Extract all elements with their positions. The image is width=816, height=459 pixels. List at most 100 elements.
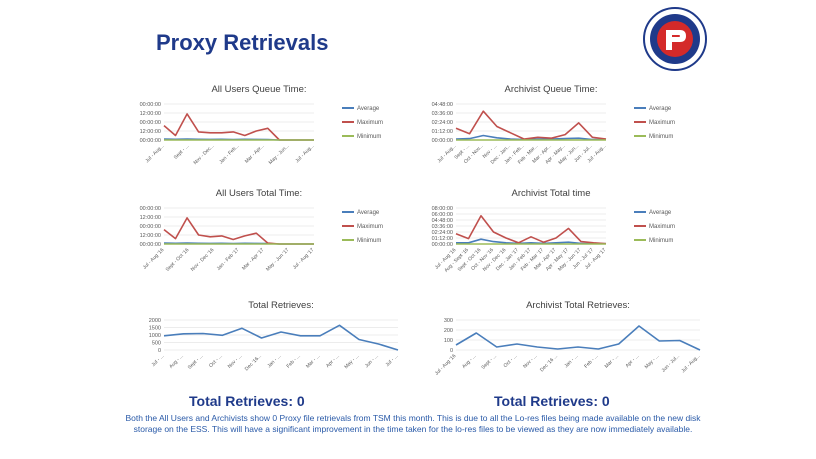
x-tick-label: Sept - Oct '16 <box>165 247 191 273</box>
y-tick-label: 200 <box>444 328 453 334</box>
x-tick-label: May - Jun... <box>268 143 291 166</box>
x-tick-label: Jul - Aug... <box>436 143 457 164</box>
x-tick-label: Nov - Dec '16 <box>190 247 216 273</box>
y-tick-label: 300 <box>444 318 453 324</box>
legend-label: Maximum <box>357 120 383 126</box>
summary-left: Total Retrieves: 0 <box>189 393 305 409</box>
x-tick-label: Aug - ... <box>461 353 478 370</box>
chart-svg: Archivist Total time 00:00:0001:12:0002:2… <box>432 188 675 274</box>
y-tick-label: 03:36:00 <box>432 111 453 117</box>
note-text: Both the All Users and Archivists show 0… <box>125 413 701 434</box>
x-tick-label: Jan - Feb '17 <box>216 247 241 272</box>
legend-label: Minimum <box>649 238 673 244</box>
x-tick-label: May - Jun '17 <box>265 247 291 273</box>
legend-label: Minimum <box>649 134 673 140</box>
series-line-maximum <box>455 214 607 245</box>
legend-label: Maximum <box>649 120 675 126</box>
y-tick-label: 2000 <box>149 318 161 324</box>
chart-title: Archivist Queue Time: <box>505 84 598 95</box>
y-tick-label: 0 <box>450 348 453 354</box>
series-line-maximum <box>163 217 314 245</box>
x-tick-label: Jul - Aug... <box>294 143 315 164</box>
chart-archivist-total: Archivist Total time 00:00:00 01:12:00 02:2… <box>410 186 710 286</box>
x-tick-label: Mar - Apr... <box>244 143 266 165</box>
x-tick-label: Jul - Aug... <box>680 353 701 374</box>
y-tick-label: 04:48:00 <box>432 102 453 108</box>
x-tick-label: Mar - ... <box>305 353 321 369</box>
x-tick-label: Sept - ... <box>480 353 498 371</box>
legend-label: Average <box>649 106 672 112</box>
x-tick-label: Mar - ... <box>604 353 620 369</box>
y-tick-label: 00:00:00 <box>140 120 161 126</box>
x-tick-label: Oct - ... <box>208 353 224 369</box>
page-title: Proxy Retrievals <box>156 30 329 55</box>
x-tick-label: Jul - Aug '16 <box>434 353 458 377</box>
legend-label: Average <box>357 106 380 112</box>
y-tick-label: 03:36:00 <box>432 224 453 230</box>
y-tick-label: 00:00:00 <box>140 206 161 212</box>
y-tick-label: 00:00:00 <box>432 242 453 248</box>
y-tick-label: 00:00:00 <box>140 224 161 230</box>
chart-svg: All Users Total Time: 00:00:00 12:00:00 00:… <box>140 188 383 273</box>
y-tick-label: 00:00:00 <box>432 138 453 144</box>
chart-all-users-total: All Users Total Time: 00:00:00 12:00:00 00:… <box>118 186 408 286</box>
x-tick-label: Apr - ... <box>325 353 341 369</box>
x-tick-label: Jul - ... <box>151 353 166 368</box>
y-tick-label: 02:24:00 <box>432 230 453 236</box>
y-tick-label: 0 <box>158 348 161 354</box>
y-tick-label: 01:12:00 <box>432 129 453 135</box>
y-tick-label: 00:00:00 <box>140 242 161 248</box>
x-tick-label: Mar - Apr '17 <box>241 247 266 272</box>
y-tick-label: 12:00:00 <box>140 233 161 239</box>
logo <box>642 6 708 72</box>
y-tick-label: 12:00:00 <box>140 111 161 117</box>
x-tick-label: Nov - Dec... <box>192 143 215 166</box>
x-tick-label: Oct - ... <box>503 353 519 369</box>
y-tick-label: 1000 <box>149 333 161 339</box>
x-tick-label: Dec '16... <box>244 353 263 372</box>
y-tick-label: 06:00:00 <box>432 212 453 218</box>
chart-svg: All Users Queue Time: 00:00:00 12:00:00 00:… <box>140 84 383 166</box>
series-line-maximum <box>455 110 607 140</box>
chart-title: Total Retrieves: <box>248 300 313 311</box>
chart-svg: Archivist Queue Time: 00:00:00 01:12:00 02:… <box>432 84 675 166</box>
chart-title: Archivist Total Retrieves: <box>526 300 630 311</box>
chart-title: All Users Queue Time: <box>211 84 306 95</box>
x-tick-label: May - ... <box>343 353 360 370</box>
chart-archivist-queue: Archivist Queue Time: 00:00:00 01:12:00 02:… <box>410 82 710 182</box>
chart-archivist-total-retrieves: Archivist Total Retrieves: 0 100 200 300 Jul … <box>410 298 710 390</box>
y-tick-label: 500 <box>152 341 161 347</box>
series-line-maximum <box>163 113 314 141</box>
x-tick-label: Jul - ... <box>385 353 400 368</box>
legend-label: Minimum <box>357 134 381 140</box>
y-tick-label: 12:00:00 <box>140 215 161 221</box>
chart-svg: Archivist Total Retrieves: 0 100 200 300 Jul … <box>434 300 702 377</box>
x-tick-label: Nov - ... <box>227 353 244 370</box>
x-tick-label: Apr - ... <box>625 353 641 369</box>
y-tick-label: 1500 <box>149 326 161 332</box>
y-tick-label: 00:00:00 <box>140 138 161 144</box>
summary-right: Total Retrieves: 0 <box>494 393 610 409</box>
series-line-total <box>455 325 701 351</box>
legend-label: Average <box>649 210 672 216</box>
x-tick-label: May - ... <box>644 353 661 370</box>
chart-title: All Users Total Time: <box>216 188 302 199</box>
x-tick-label: Nov - ... <box>522 353 539 370</box>
x-tick-label: Jun - Jul... <box>661 353 682 374</box>
x-tick-label: Jul - Aug... <box>144 143 165 164</box>
legend-label: Average <box>357 210 380 216</box>
y-tick-label: 04:48:00 <box>432 218 453 224</box>
chart-total-retrieves: Total Retrieves: 0 500 1000 1500 2000 Jul - ..… <box>118 298 408 390</box>
x-tick-label: Aug - ... <box>168 353 185 370</box>
x-tick-label: Feb - ... <box>583 353 599 369</box>
x-tick-label: Jul - Aug '17 <box>292 247 316 271</box>
x-tick-label: Feb - ... <box>285 353 301 369</box>
x-tick-label: Sept - ... <box>187 353 205 371</box>
y-tick-label: 02:24:00 <box>432 120 453 126</box>
x-tick-label: Jun - ... <box>364 353 380 369</box>
chart-all-users-queue: All Users Queue Time: 00:00:00 12:00:00 00:… <box>118 82 408 182</box>
y-tick-label: 01:12:00 <box>432 236 453 242</box>
x-tick-label: Sept - ... <box>173 143 191 161</box>
x-tick-label: Jul - Aug '16 <box>142 247 166 271</box>
